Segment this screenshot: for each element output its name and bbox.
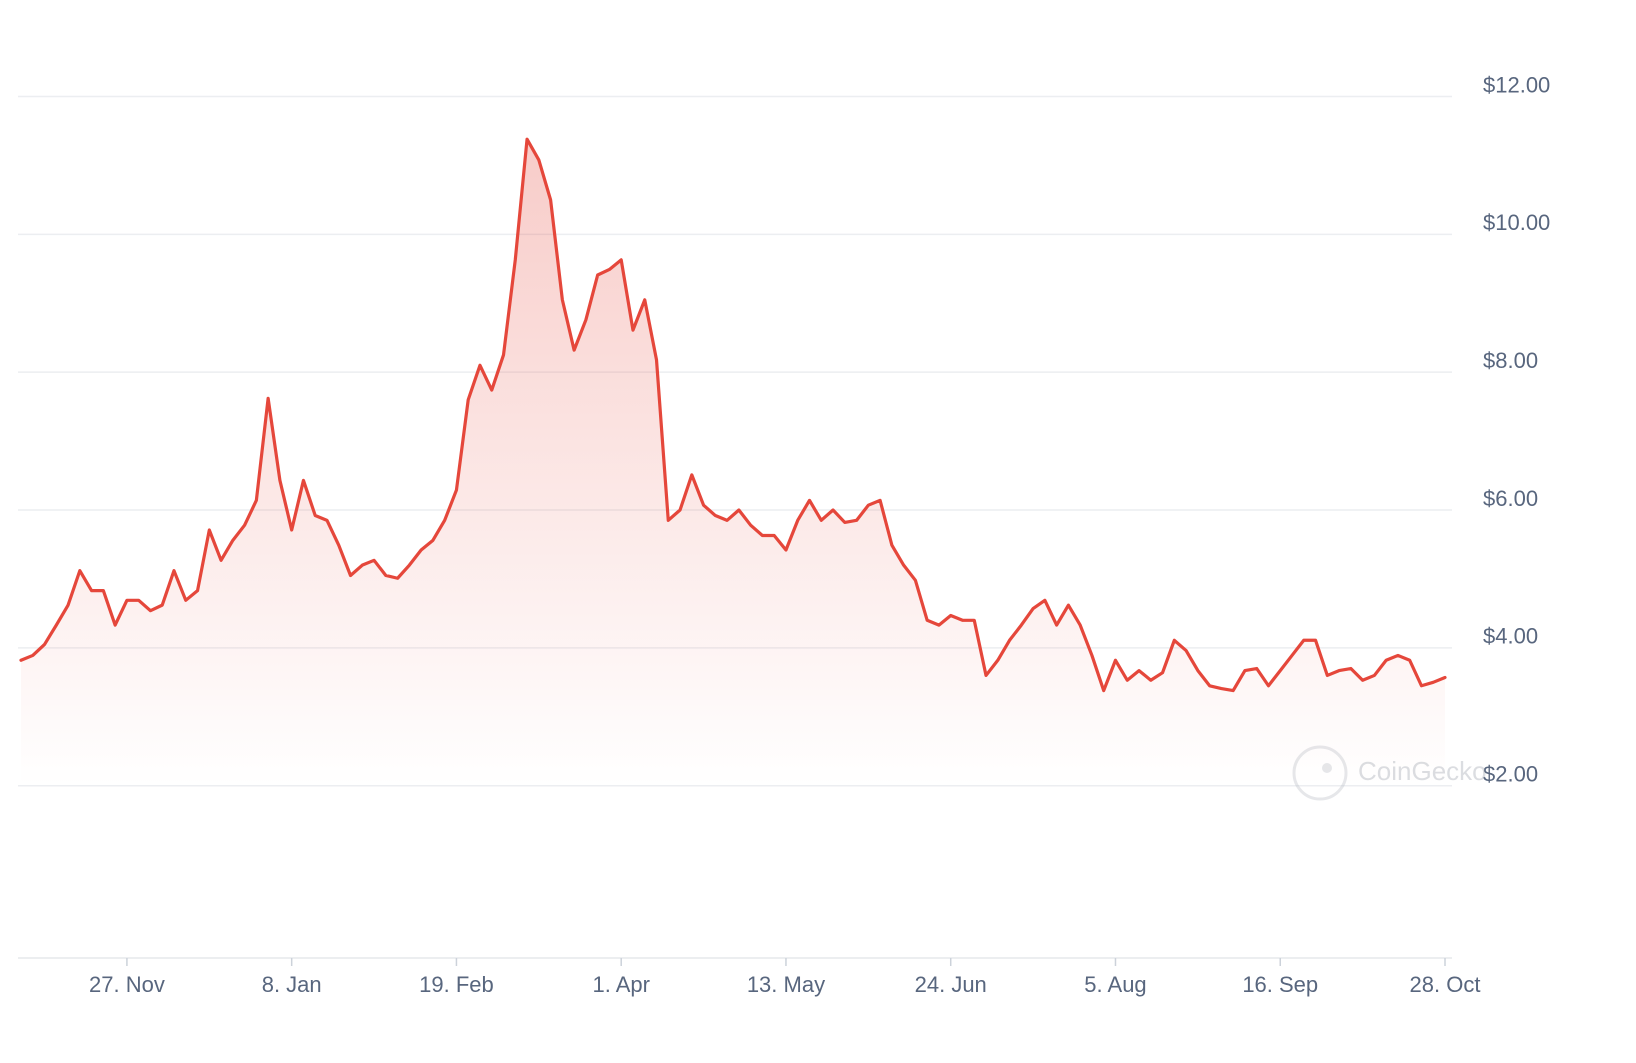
y-tick-label: $8.00 [1483,348,1538,373]
x-tick-label: 16. Sep [1242,972,1318,997]
x-tick-label: 28. Oct [1410,972,1481,997]
y-tick-label: $10.00 [1483,210,1550,235]
watermark: CoinGecko [1292,745,1487,801]
price-line [19,137,1447,693]
watermark-text: CoinGecko [1358,756,1487,786]
x-tick-label: 24. Jun [915,972,987,997]
y-tick-label: $4.00 [1483,624,1538,649]
x-tick-label: 19. Feb [419,972,494,997]
x-tick-label: 27. Nov [89,972,165,997]
x-tick-label: 5. Aug [1084,972,1146,997]
watermark-logo [1292,745,1348,801]
y-tick-label: $6.00 [1483,486,1538,511]
x-tick-label: 1. Apr [592,972,649,997]
y-tick-label: $2.00 [1483,762,1538,787]
x-tick-label: 13. May [747,972,825,997]
y-tick-label: $12.00 [1483,72,1550,97]
x-tick-label: 8. Jan [262,972,322,997]
watermark-logo-eye [1322,763,1332,773]
price-area [21,139,1445,786]
